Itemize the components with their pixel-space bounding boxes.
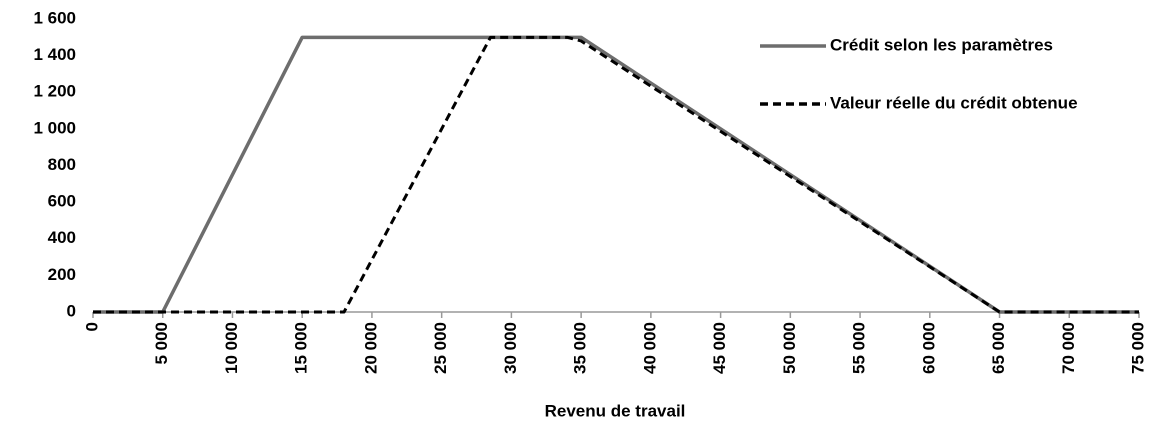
x-tick-label: 55 000 [850, 322, 869, 374]
x-tick-label: 50 000 [780, 322, 799, 374]
x-tick-label: 30 000 [501, 322, 520, 374]
x-tick-label: 15 000 [292, 322, 311, 374]
x-tick-label: 70 000 [1059, 322, 1078, 374]
x-tick-label: 35 000 [571, 322, 590, 374]
x-tick-label: 75 000 [1128, 322, 1147, 374]
y-tick-label: 600 [48, 192, 76, 211]
x-tick-label: 20 000 [361, 322, 380, 374]
y-tick-label: 200 [48, 265, 76, 284]
x-tick-label: 0 [82, 322, 101, 331]
y-tick-label: 0 [67, 301, 76, 320]
legend-label: Valeur réelle du crédit obtenue [830, 93, 1078, 112]
x-tick-label: 65 000 [989, 322, 1008, 374]
x-tick-label: 45 000 [710, 322, 729, 374]
y-tick-label: 1 600 [33, 8, 76, 27]
y-tick-label: 1 000 [33, 118, 76, 137]
y-tick-label: 1 200 [33, 82, 76, 101]
line [93, 35, 1139, 314]
y-tick-label: 1 400 [33, 45, 76, 64]
x-tick-label: 60 000 [919, 322, 938, 374]
x-tick-label: 10 000 [222, 322, 241, 374]
legend-label: Crédit selon les paramètres [830, 35, 1053, 54]
x-tick-label: 5 000 [152, 322, 171, 365]
x-tick-label: 40 000 [640, 322, 659, 374]
y-tick-label: 400 [48, 228, 76, 247]
x-axis-title: Revenu de travail [545, 401, 686, 420]
line [93, 35, 1139, 314]
x-tick-label: 25 000 [431, 322, 450, 374]
y-tick-label: 800 [48, 155, 76, 174]
